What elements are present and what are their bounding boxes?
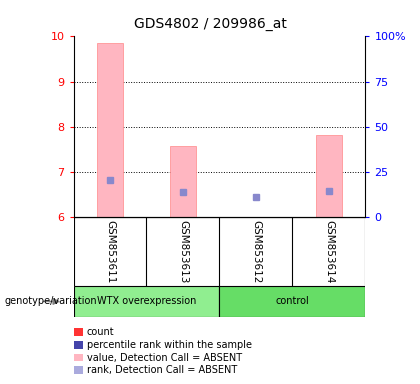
Text: rank, Detection Call = ABSENT: rank, Detection Call = ABSENT [87,365,237,375]
Bar [220,286,365,317]
Text: count: count [87,327,115,337]
Text: GSM853613: GSM853613 [178,220,188,283]
Text: genotype/variation: genotype/variation [4,296,97,306]
Bar [74,286,220,317]
Text: GDS4802 / 209986_at: GDS4802 / 209986_at [134,17,286,31]
Text: value, Detection Call = ABSENT: value, Detection Call = ABSENT [87,353,242,362]
Text: GSM853611: GSM853611 [105,220,115,283]
Text: percentile rank within the sample: percentile rank within the sample [87,340,252,350]
Bar [97,43,123,217]
Text: WTX overexpression: WTX overexpression [97,296,196,306]
Bar [316,135,342,217]
Text: GSM853614: GSM853614 [324,220,334,283]
Text: control: control [276,296,309,306]
Bar [170,146,196,217]
Text: GSM853612: GSM853612 [251,220,261,283]
